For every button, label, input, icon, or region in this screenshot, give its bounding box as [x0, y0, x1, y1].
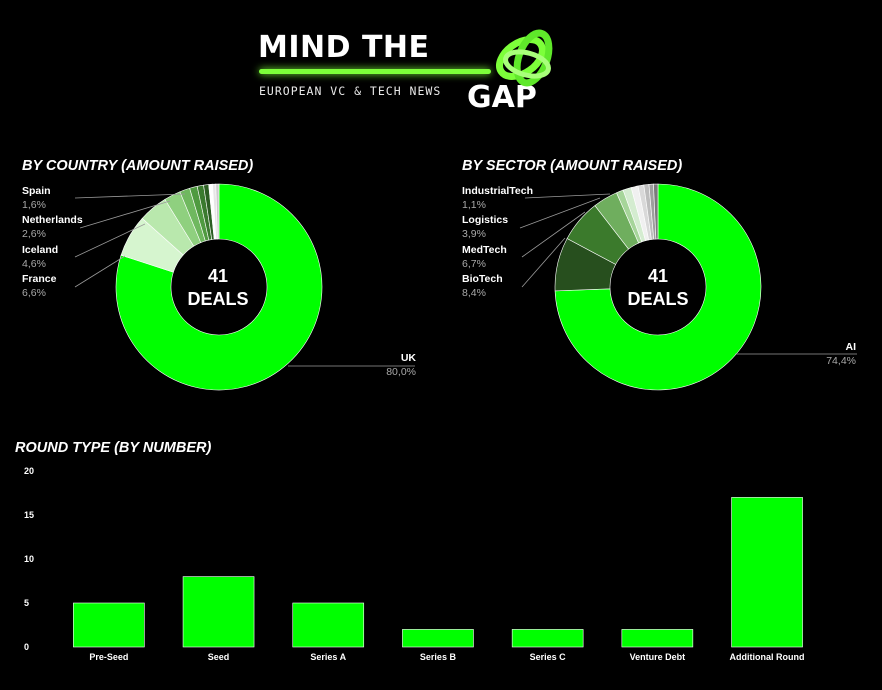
bar-venture-debt — [621, 629, 694, 648]
callout-pct: 6,7% — [462, 258, 486, 270]
leader-line — [74, 223, 146, 258]
callout-name: MedTech — [462, 244, 507, 256]
callout-name: Spain — [22, 185, 51, 197]
callout-name: Netherlands — [22, 214, 83, 226]
callout-name: Iceland — [22, 244, 59, 256]
x-tick-label: Pre-Seed — [89, 652, 128, 662]
bar-series-c — [511, 629, 584, 648]
leader-line — [521, 237, 566, 288]
leader-line — [519, 197, 601, 229]
mind-the-gap-logo: MIND THE EUROPEAN VC & TECH NEWS GAP — [255, 22, 575, 117]
callout-pct: 3,9% — [462, 228, 486, 240]
country-center-label: 41 DEALS — [158, 265, 278, 311]
callout-name: BioTech — [462, 273, 503, 285]
callout-spain: Spain 1,6% — [22, 184, 51, 212]
country-slice-other-10 — [215, 183, 220, 240]
country-chart-title: BY COUNTRY (AMOUNT RAISED) — [22, 158, 254, 174]
knot-icon — [496, 29, 553, 87]
sector-center-label: 41 DEALS — [598, 265, 718, 311]
callout-name: AI — [845, 341, 857, 353]
y-tick-label: 15 — [24, 510, 34, 520]
callout-name: IndustrialTech — [462, 185, 533, 197]
leader-line — [524, 193, 611, 199]
callout-ai: AI 74,4% — [800, 340, 856, 368]
bar-pre-seed — [73, 602, 145, 648]
bar-series-a — [292, 602, 365, 648]
sector-slice-ai — [554, 183, 762, 391]
callout-biotech: BioTech 8,4% — [462, 272, 503, 300]
bar-series-b — [402, 629, 474, 648]
callout-netherlands: Netherlands 2,6% — [22, 213, 83, 241]
x-tick-label: Venture Debt — [630, 652, 686, 662]
bar-seed — [182, 576, 255, 648]
callout-pct: 1,6% — [22, 199, 46, 211]
y-tick-label: 0 — [24, 642, 29, 652]
callout-pct: 1,1% — [462, 199, 486, 211]
country-slice-uk — [115, 183, 323, 391]
callout-pct: 74,4% — [826, 355, 856, 367]
callout-pct: 2,6% — [22, 228, 46, 240]
sector-deal-text: DEALS — [627, 289, 689, 309]
leader-line — [74, 255, 126, 288]
y-tick-label: 10 — [24, 554, 34, 564]
bar-additional-round — [731, 497, 803, 648]
logo-tagline: EUROPEAN VC & TECH NEWS — [259, 84, 442, 98]
sector-chart-title: BY SECTOR (AMOUNT RAISED) — [462, 158, 683, 174]
y-tick-label: 20 — [24, 466, 34, 476]
x-tick-label: Additional Round — [730, 652, 805, 662]
callout-pct: 6,6% — [22, 287, 46, 299]
leader-line — [79, 200, 171, 229]
callout-industrialtech: IndustrialTech 1,1% — [462, 184, 533, 212]
callout-name: UK — [400, 352, 416, 364]
logo-accent-bar — [259, 69, 491, 74]
x-tick-label: Series A — [310, 652, 346, 662]
leader-line — [74, 193, 186, 199]
callout-name: France — [22, 273, 57, 285]
callout-pct: 8,4% — [462, 287, 486, 299]
callout-pct: 4,6% — [22, 258, 46, 270]
y-tick-label: 5 — [24, 598, 29, 608]
callout-name: Logistics — [462, 214, 509, 226]
sector-slice-other-10 — [653, 183, 659, 240]
round-type-bar-chart: 0 5 10 15 20 Pre-Seed Seed Series A Series B Seri… — [24, 466, 805, 662]
round-chart-title: ROUND TYPE (BY NUMBER) — [15, 440, 212, 456]
callout-iceland: Iceland 4,6% — [22, 243, 58, 271]
callout-logistics: Logistics 3,9% — [462, 213, 508, 241]
country-deal-text: DEALS — [187, 289, 249, 309]
sector-deal-count: 41 — [647, 266, 669, 286]
x-tick-label: Seed — [208, 652, 230, 662]
leader-line — [521, 211, 586, 258]
logo-line1: MIND THE — [258, 30, 430, 65]
country-deal-count: 41 — [207, 266, 229, 286]
x-tick-label: Series B — [420, 652, 457, 662]
callout-uk: UK 80,0% — [360, 351, 416, 379]
callout-medtech: MedTech 6,7% — [462, 243, 507, 271]
callout-pct: 80,0% — [386, 366, 416, 378]
callout-france: France 6,6% — [22, 272, 56, 300]
x-tick-label: Series C — [530, 652, 567, 662]
